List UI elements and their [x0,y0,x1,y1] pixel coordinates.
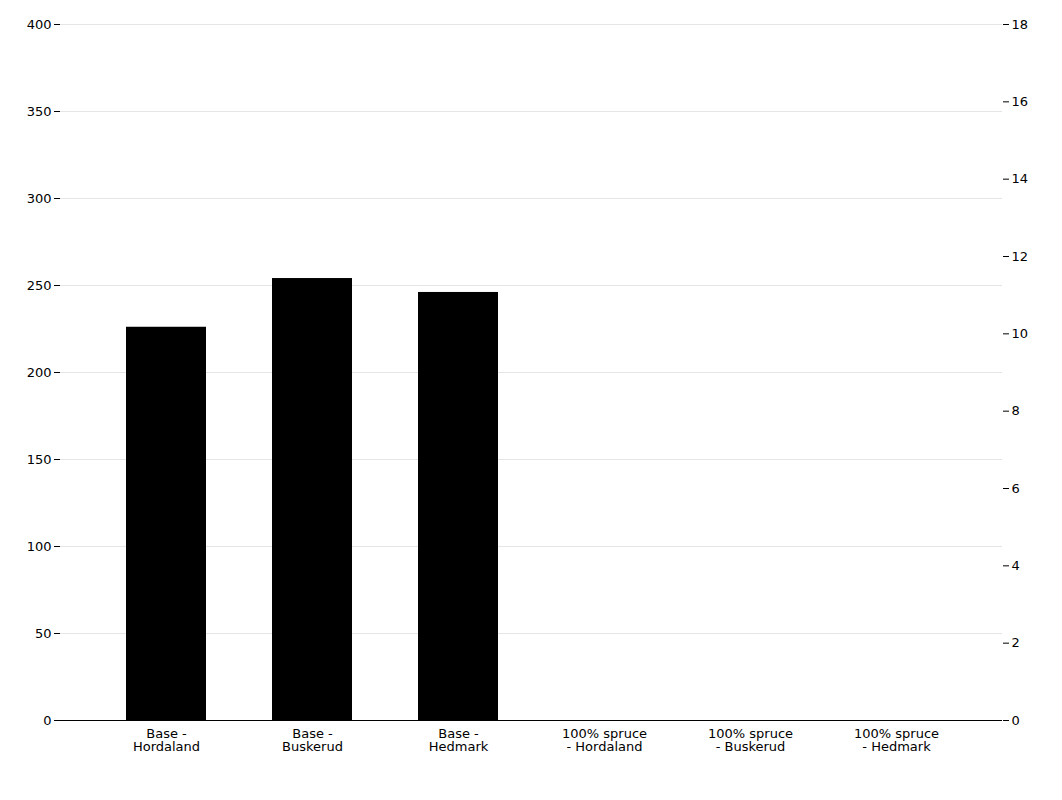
svg-text:16: 16 [1012,94,1029,109]
svg-text:6: 6 [1012,481,1020,496]
svg-text:0: 0 [43,713,51,728]
svg-text:100: 100 [27,539,52,554]
svg-text:100% spruce- Buskerud: 100% spruce- Buskerud [708,726,793,754]
svg-text:Base -Hordaland: Base -Hordaland [133,726,200,754]
svg-text:12: 12 [1012,249,1029,264]
svg-text:14: 14 [1012,171,1029,186]
svg-text:300: 300 [27,191,52,206]
svg-text:200: 200 [27,365,52,380]
svg-text:18: 18 [1012,17,1029,32]
svg-text:2: 2 [1012,635,1020,650]
svg-text:150: 150 [27,452,52,467]
svg-text:350: 350 [27,104,52,119]
svg-text:8: 8 [1012,403,1020,418]
svg-text:100% spruce- Hedmark: 100% spruce- Hedmark [854,726,939,754]
svg-text:50: 50 [35,626,52,641]
svg-text:400: 400 [27,17,52,32]
svg-text:250: 250 [27,278,52,293]
svg-text:10: 10 [1012,326,1029,341]
svg-text:100% spruce- Hordaland: 100% spruce- Hordaland [562,726,647,754]
svg-text:4: 4 [1012,558,1020,573]
svg-text:0: 0 [1012,713,1020,728]
svg-text:Base -Buskerud: Base -Buskerud [282,726,343,754]
svg-text:Base -Hedmark: Base -Hedmark [429,726,489,754]
